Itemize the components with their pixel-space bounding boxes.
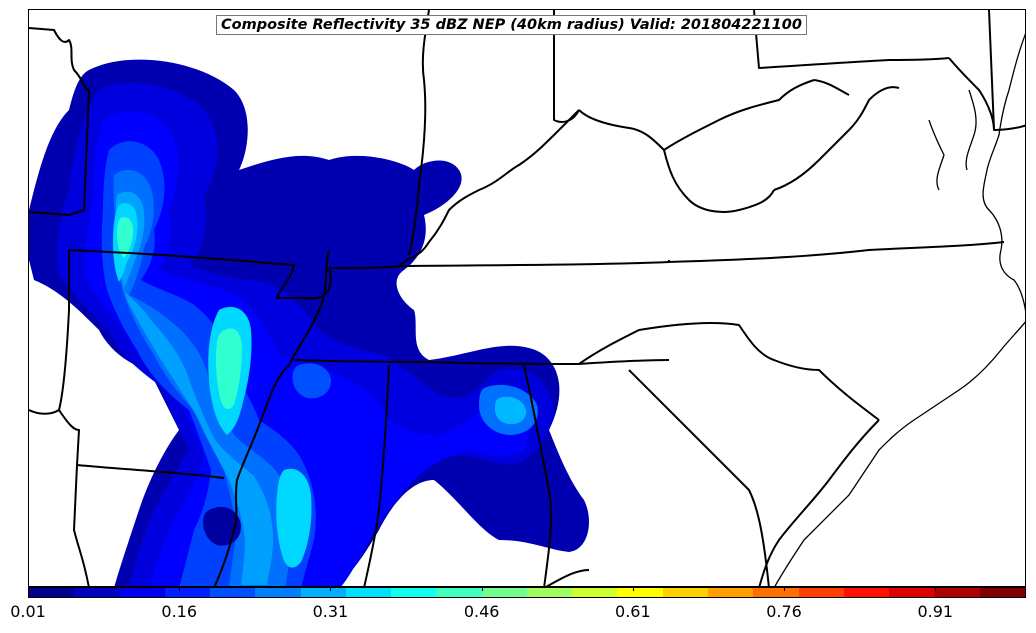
contour-level-3 (84, 111, 528, 586)
colorbar-segment (164, 588, 211, 597)
contour-level-6 (115, 191, 274, 585)
colorbar-segment (119, 588, 165, 597)
colorbar-segment (889, 588, 935, 597)
colorbar-segment (707, 588, 754, 597)
colorbar-tick-mark (632, 587, 634, 591)
colorbar-tick-mark (179, 587, 181, 591)
colorbar-segment (662, 588, 708, 597)
colorbar-segment (481, 588, 527, 597)
colorbar-segment (798, 588, 844, 597)
contour-cell-east-core (494, 396, 527, 425)
colorbar-tick-mark (935, 587, 937, 591)
colorbar-segment (617, 588, 663, 597)
colorbar-tick-label: 0.76 (766, 602, 802, 621)
colorbar-tick-label: 0.46 (463, 602, 500, 621)
contour-cell-small (292, 363, 331, 399)
colorbar-segment (345, 588, 392, 597)
colorbar (28, 587, 1026, 598)
colorbar-tick-label: 0.91 (917, 602, 954, 621)
colorbar-tick-mark (784, 587, 786, 591)
colorbar-segment (210, 588, 256, 597)
colorbar-segment (391, 588, 437, 597)
colorbar-segment (300, 588, 346, 597)
colorbar-tick-label: 0.01 (10, 602, 46, 621)
contour-level-8 (117, 217, 133, 258)
colorbar-segment (934, 588, 980, 597)
contour-level-8b (216, 328, 242, 410)
colorbar-tick-mark (28, 587, 29, 591)
map-panel (28, 9, 1026, 587)
colorbar-tick-label: 0.61 (615, 602, 651, 621)
colorbar-segment (979, 588, 1025, 597)
coastline (774, 33, 1025, 586)
colorbar-tick-label: 0.16 (161, 602, 198, 621)
colorbar-tick-mark (330, 587, 332, 591)
colorbar-segment (255, 588, 301, 597)
map-title: Composite Reflectivity 35 dBZ NEP (40km … (216, 15, 807, 35)
colorbar-segment (526, 588, 573, 597)
colorbar-tick-label: 0.31 (312, 602, 349, 621)
colorbar-segment (74, 588, 120, 597)
colorbar-segment (843, 588, 890, 597)
probability-field (29, 59, 590, 586)
colorbar-segment (753, 588, 799, 597)
colorbar-tick-mark (481, 587, 483, 591)
probability-map (29, 10, 1025, 586)
colorbar-segment (436, 588, 482, 597)
colorbar-segment (572, 588, 618, 597)
colorbar-segment (29, 588, 75, 597)
contour-level-7c (276, 468, 312, 568)
state-boundaries (29, 10, 1025, 586)
